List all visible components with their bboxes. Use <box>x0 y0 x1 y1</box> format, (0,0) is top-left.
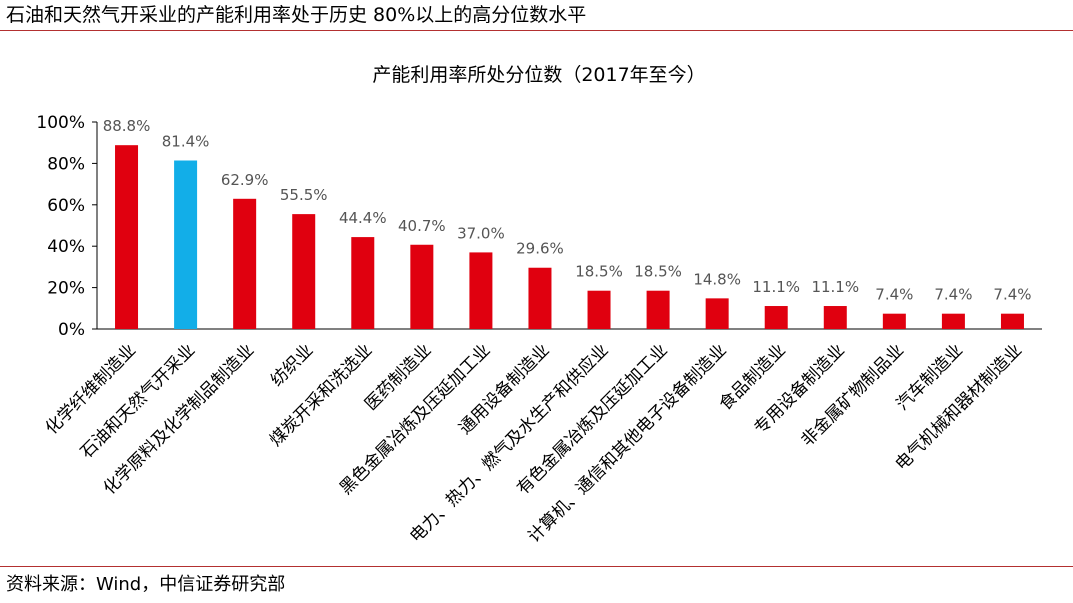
bar <box>351 237 375 329</box>
value-label: 11.1% <box>811 278 859 296</box>
y-tick-label: 40% <box>47 237 85 257</box>
value-label: 62.9% <box>221 171 269 189</box>
value-label: 55.5% <box>280 186 328 204</box>
category-label: 煤炭开采和洗选业 <box>266 340 376 450</box>
value-labels: 88.8% 81.4% 62.9% 55.5% 44.4% 40.7% 37.0% 29.6%… <box>103 117 1032 303</box>
bars <box>115 145 1024 329</box>
bar-chart: 产能利用率所处分位数（2017年至今） 0% 20% 40% 60% 80% 100% 8… <box>36 64 1042 547</box>
y-tick-label: 100% <box>36 113 85 133</box>
value-label: 44.4% <box>339 209 387 227</box>
value-label: 7.4% <box>875 286 913 304</box>
value-label: 37.0% <box>457 224 505 242</box>
bar <box>292 214 316 329</box>
bar <box>823 306 847 329</box>
top-divider <box>0 30 1073 31</box>
bar <box>882 313 906 329</box>
bar <box>528 267 552 329</box>
bottom-divider <box>0 566 1073 567</box>
value-label: 14.8% <box>693 270 741 288</box>
y-tick-label: 20% <box>47 279 85 299</box>
bar <box>115 145 139 329</box>
category-label: 纺织业 <box>267 340 317 390</box>
bar <box>941 313 965 329</box>
y-tick-label: 60% <box>47 196 85 216</box>
category-label: 非金属矿物制品业 <box>798 340 908 450</box>
bar <box>174 160 198 329</box>
y-tick-label: 80% <box>47 154 85 174</box>
value-label: 40.7% <box>398 217 446 235</box>
bar <box>646 290 670 329</box>
value-label: 88.8% <box>103 117 151 135</box>
bar <box>705 298 729 329</box>
value-label: 18.5% <box>575 263 623 281</box>
bar <box>233 198 257 329</box>
bar <box>1000 313 1024 329</box>
value-label: 18.5% <box>634 263 682 281</box>
chart-title: 产能利用率所处分位数（2017年至今） <box>372 64 705 86</box>
value-label: 7.4% <box>993 286 1031 304</box>
value-label: 11.1% <box>752 278 800 296</box>
value-label: 81.4% <box>162 133 210 151</box>
bar <box>410 244 434 329</box>
value-label: 7.4% <box>934 286 972 304</box>
source-note: 资料来源：Wind，中信证券研究部 <box>6 574 286 595</box>
y-tick-label: 0% <box>58 320 85 340</box>
value-label: 29.6% <box>516 240 564 258</box>
bar <box>469 252 493 329</box>
bar <box>587 290 611 329</box>
page-title: 石油和天然气开采业的产能利用率处于历史 80%以上的高分位数水平 <box>6 4 587 26</box>
bar <box>764 306 788 329</box>
category-label: 石油和天然气开采业 <box>77 340 199 462</box>
